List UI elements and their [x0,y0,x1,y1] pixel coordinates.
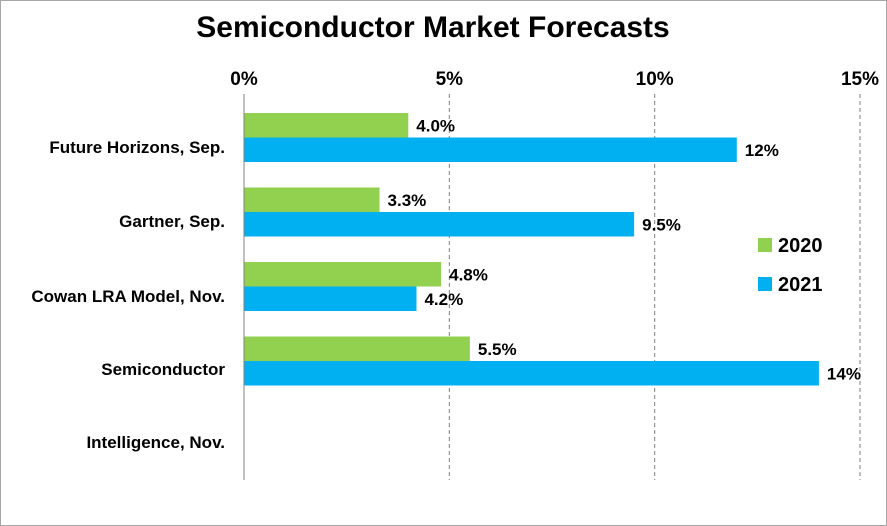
x-tick-label: 10% [636,69,674,90]
bar-2021 [244,361,819,386]
bar-2021 [244,286,417,311]
legend-label-2020: 2020 [778,235,823,257]
data-label: 3.3% [388,191,427,210]
data-label: 9.5% [642,215,681,234]
category-label: Semiconductor [101,360,225,379]
data-label: 4.2% [424,290,463,309]
bar-2021 [244,212,635,237]
bar-2020 [244,113,409,138]
axes: 0% 5% 10% 15% Future Horizons, Sep. Gartner, … [31,69,879,480]
legend-swatch-2021 [758,277,772,291]
category-label: Future Horizons, Sep. [49,138,225,157]
x-tick-label: 15% [841,69,879,90]
bar-2021 [244,137,737,162]
data-label: 4.0% [416,116,455,135]
bar-2020 [244,336,470,361]
category-label: Intelligence, Nov. [86,433,225,452]
bar-2020 [244,187,380,212]
data-label: 14% [827,364,861,383]
data-label: 5.5% [478,340,517,359]
legend-label-2021: 2021 [778,274,823,296]
data-labels: 4.0% 12% 3.3% 9.5% 4.8% 4.2% 5.5% 14% [388,116,861,383]
x-tick-label: 5% [436,69,464,90]
bar-2020 [244,262,442,287]
legend-swatch-2020 [758,238,772,252]
category-label: Gartner, Sep. [119,212,225,231]
x-tick-label: 0% [230,69,258,90]
data-label: 12% [745,141,779,160]
data-label: 4.8% [449,265,488,284]
legend: 2020 2021 [758,235,823,296]
bars [244,113,819,386]
category-label: Cowan LRA Model, Nov. [31,287,225,306]
chart-title: Semiconductor Market Forecasts [196,11,669,44]
